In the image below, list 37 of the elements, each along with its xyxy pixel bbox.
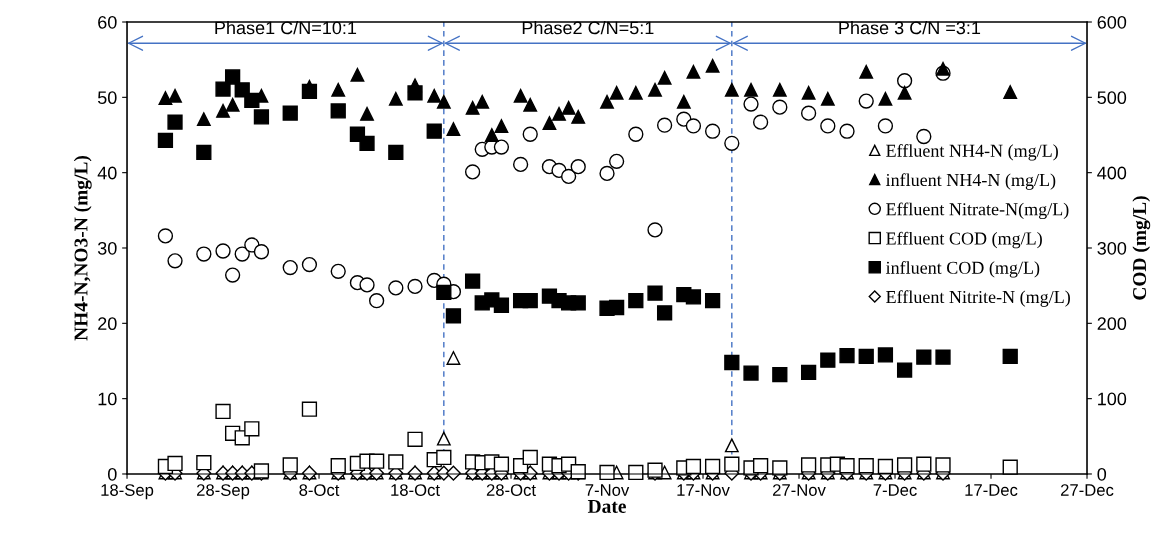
y2-tick-label: 200	[1097, 317, 1127, 331]
legend-label: Effluent NH4-N (mg/L)	[886, 143, 1058, 161]
x-tick-label: 18-Sep	[101, 484, 154, 500]
annotation: Phase1 C/N=10:1	[215, 20, 357, 35]
y-tick-label: 40	[97, 166, 117, 180]
y-tick-label: 30	[97, 241, 117, 255]
x-tick-label: 28-Oct	[486, 484, 536, 496]
x-tick-label: 17-Dec	[965, 484, 1018, 496]
y2-tick-label: 400	[1097, 166, 1127, 180]
y-tick-label: 60	[98, 15, 117, 29]
x-tick-label: 28-Sep	[197, 484, 250, 500]
x-tick-label: 27-Dec	[1060, 484, 1114, 496]
y2-tick-label: 0	[1097, 467, 1107, 481]
y-axis-title: NH4-N,NO3-N (mg/L)	[73, 155, 92, 341]
x-axis-title: Date	[587, 500, 626, 513]
x-tick-label: 17-Nov	[677, 484, 730, 496]
y-tick-label: 0	[107, 467, 117, 481]
y-tick-label: 20	[98, 317, 117, 331]
x-tick-label: 27-Nov	[773, 484, 826, 496]
y-tick-label: 50	[97, 91, 117, 105]
y2-tick-label: 500	[1097, 91, 1127, 105]
y-tick-label: 10	[98, 392, 117, 406]
annotation: Phase 3 C/N =3:1	[839, 20, 981, 35]
legend-label: influent NH4-N (mg/L)	[885, 173, 1056, 190]
x-tick-label: 18-Oct	[391, 484, 440, 496]
y2-tick-label: 100	[1098, 392, 1127, 406]
legend-label: influent COD (mg/L)	[885, 260, 1040, 278]
y2-tick-label: 300	[1097, 241, 1127, 255]
x-tick-label: 7-Dec	[873, 484, 917, 496]
legend-label: Effluent COD (mg/L)	[886, 231, 1042, 249]
y2-tick-label: 600	[1097, 15, 1127, 29]
legend-label: Effluent Nitrite-N (mg/L)	[886, 290, 1070, 307]
annotation: Phase2 C/N=5:1	[522, 20, 654, 35]
x-tick-label: 7-Nov	[585, 484, 630, 496]
legend-label: Effluent Nitrate-N(mg/L)	[886, 202, 1069, 220]
x-tick-label: 8-Oct	[299, 484, 340, 496]
y2-axis-title: COD (mg/L)	[1132, 196, 1151, 300]
